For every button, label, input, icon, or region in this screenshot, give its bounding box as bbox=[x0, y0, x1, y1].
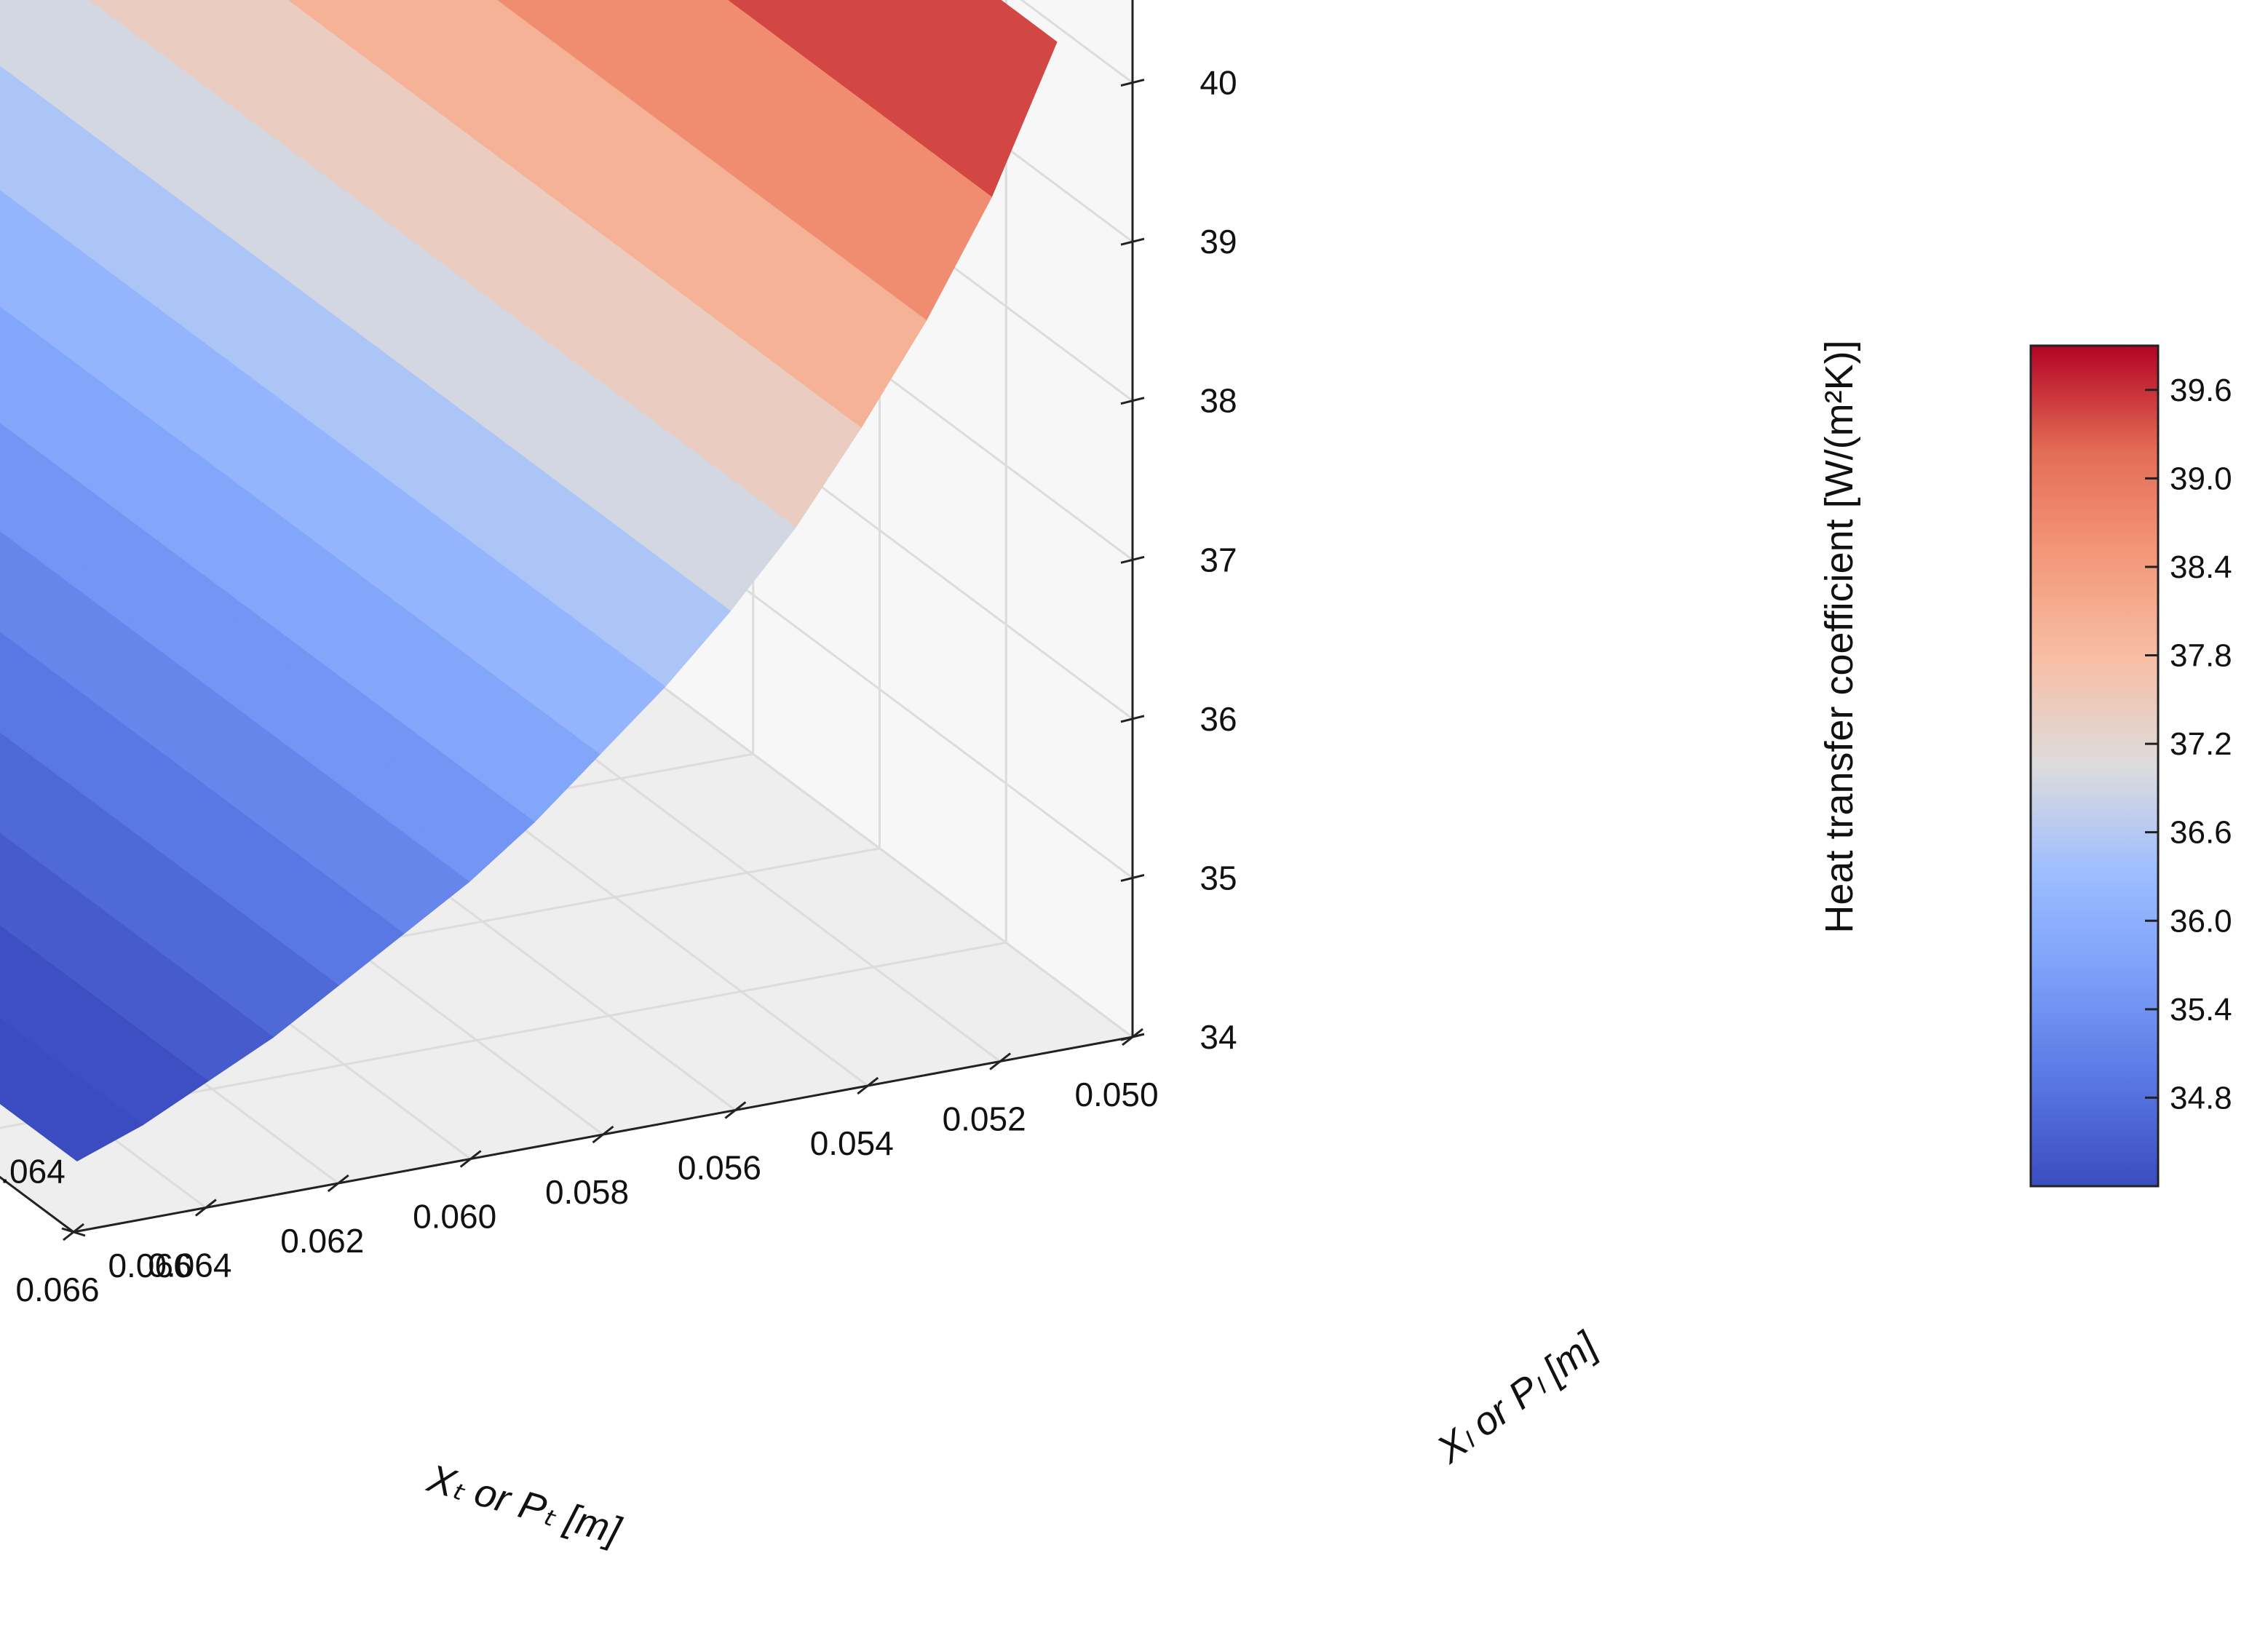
z-tick-mark bbox=[1120, 555, 1145, 564]
z-tick-mark bbox=[1120, 397, 1145, 405]
surface-patches bbox=[0, 0, 1058, 1161]
colorbar-ticks: 39.6 39.0 38.4 37.8 37.2 36.6 36.0 35.4 34.8 bbox=[2145, 373, 2232, 1116]
surface-patch bbox=[0, 925, 37, 978]
z-tick-label: 39 bbox=[1200, 223, 1237, 261]
y-tick-label: 0.066 bbox=[108, 1247, 191, 1284]
x-tick-label: 0.060 bbox=[413, 1198, 496, 1236]
z-tick-label: 40 bbox=[1200, 64, 1237, 102]
z-tick-label: 35 bbox=[1200, 859, 1237, 897]
surface-patch bbox=[0, 633, 61, 726]
x-tick-label: 0.054 bbox=[810, 1124, 894, 1162]
colorbar-tick-label: 37.8 bbox=[2170, 638, 2232, 674]
surface-patch bbox=[0, 833, 45, 897]
z-tick-label: 37 bbox=[1200, 541, 1237, 579]
x-tick-label: 0.064 bbox=[148, 1247, 231, 1284]
x-axis-label: Xₜ or Pₜ [m] bbox=[421, 1456, 627, 1554]
x-tick-mark bbox=[724, 1101, 747, 1119]
colorbar-tick-label: 36.0 bbox=[2170, 903, 2232, 939]
y-tick-mark bbox=[61, 1227, 86, 1237]
x-tick-label: 0.058 bbox=[545, 1173, 629, 1211]
y-tick-label: 0.064 bbox=[0, 1152, 66, 1190]
surface-patch bbox=[0, 423, 20, 456]
surface-patch bbox=[0, 732, 53, 814]
colorbar-tick-label: 39.0 bbox=[2170, 461, 2232, 496]
x-tick-mark bbox=[989, 1052, 1012, 1070]
colorbar-tick-label: 39.6 bbox=[2170, 373, 2232, 408]
z-tick-mark bbox=[1120, 873, 1145, 882]
z-axis-label: Heat transfer coefficient [W/(m²K)] bbox=[1817, 340, 1861, 933]
x-tick-label: 0.056 bbox=[678, 1149, 761, 1187]
colorbar-tick-label: 35.4 bbox=[2170, 992, 2232, 1028]
colorbar-tick-label: 37.2 bbox=[2170, 726, 2232, 762]
y-axis-label: Xₗ or Pₗ [m] bbox=[1427, 1323, 1606, 1473]
z-tick-mark bbox=[1120, 715, 1145, 723]
surface-patch bbox=[0, 531, 12, 549]
x-tick-mark bbox=[592, 1125, 614, 1144]
colorbar-body bbox=[2029, 344, 2160, 1188]
surface-patch bbox=[0, 306, 28, 356]
grid-floor-x bbox=[0, 806, 472, 1160]
x-tick-label: 0.062 bbox=[280, 1222, 364, 1260]
z-tick-label: 38 bbox=[1200, 382, 1237, 420]
z-tick-label: 34 bbox=[1200, 1018, 1237, 1056]
x-tick-label: 0.052 bbox=[943, 1100, 1026, 1138]
z-tick-mark bbox=[1120, 237, 1145, 246]
surface-patch bbox=[0, 1017, 29, 1056]
x-tick-mark bbox=[194, 1199, 217, 1217]
surface-patch bbox=[18, 1081, 143, 1161]
x-tick-label: 0.066 bbox=[15, 1271, 99, 1308]
surface-patch bbox=[0, 190, 36, 253]
x-tick-mark bbox=[459, 1150, 482, 1168]
z-tick-mark bbox=[1120, 79, 1145, 87]
x-tick-mark bbox=[327, 1174, 349, 1193]
colorbar: 39.6 39.0 38.4 37.8 37.2 36.6 36.0 35.4 34.8 bbox=[2029, 344, 2232, 1188]
z-tick-mark bbox=[1120, 1033, 1145, 1041]
tick-marks: 0.050 0.052 0.054 0.056 0.058 0.060 0.062 0.064… bbox=[0, 64, 1237, 1308]
colorbar-tick-label: 36.6 bbox=[2170, 815, 2232, 851]
x-tick-label: 0.050 bbox=[1074, 1076, 1158, 1113]
surface-patch bbox=[0, 65, 44, 148]
colorbar-tick-label: 38.4 bbox=[2170, 549, 2232, 585]
x-tick-mark bbox=[857, 1076, 879, 1095]
colorbar-tick-label: 34.8 bbox=[2170, 1080, 2232, 1116]
z-tick-label: 36 bbox=[1200, 700, 1237, 738]
